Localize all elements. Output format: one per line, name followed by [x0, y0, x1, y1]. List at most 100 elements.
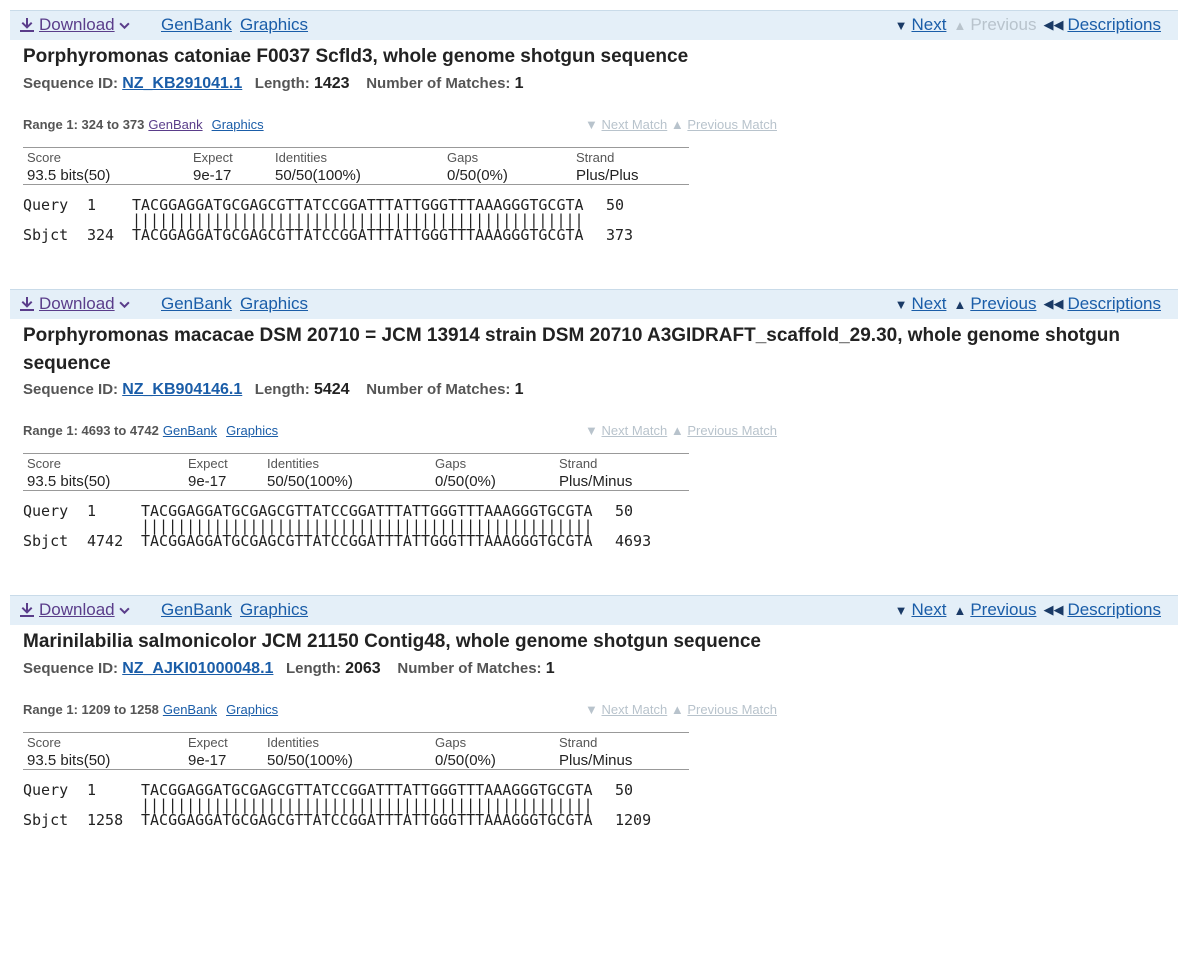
- sbjct-label: Sbjct: [23, 226, 69, 244]
- next-match-link: Next Match: [601, 117, 668, 132]
- previous-link[interactable]: Previous: [970, 294, 1037, 313]
- identities-value: 50/50(100%): [275, 167, 361, 184]
- next-link[interactable]: Next: [911, 294, 947, 313]
- descriptions-link[interactable]: Descriptions: [1067, 15, 1161, 34]
- range-genbank-link[interactable]: GenBank: [148, 117, 203, 132]
- range-header: Range 1: 4693 to 4742 GenBank Graphics: [23, 423, 278, 438]
- strand-value: Plus/Minus: [559, 752, 633, 769]
- previous-hit[interactable]: ▲ Previous: [953, 600, 1036, 620]
- strand-value: Plus/Plus: [576, 167, 639, 184]
- range-genbank-link[interactable]: GenBank: [162, 423, 218, 438]
- previous-match-link: Previous Match: [687, 117, 777, 132]
- back-to-descriptions-icon: ◀◀: [1043, 296, 1064, 311]
- descriptions-hit[interactable]: ◀◀ Descriptions: [1043, 600, 1161, 620]
- genbank-link[interactable]: GenBank: [161, 294, 232, 313]
- length-label: Length:: [254, 381, 310, 398]
- score-value: 93.5 bits(50): [27, 473, 111, 490]
- next-link[interactable]: Next: [911, 15, 947, 34]
- triangle-up-icon: ▲: [670, 117, 684, 132]
- graphics-link[interactable]: Graphics: [240, 15, 309, 34]
- hit-toolbar: Download GenBank Graphics ▼ Next ▲ Previou…: [10, 289, 1178, 319]
- range-graphics-link[interactable]: Graphics: [226, 702, 279, 717]
- genbank-link[interactable]: GenBank: [161, 15, 232, 34]
- strand-value: Plus/Minus: [559, 473, 633, 490]
- query-end: 50: [606, 196, 625, 214]
- sbjct-sequence: TACGGAGGATGCGAGCGTTATCCGGATTTATTGGGTTTAA…: [141, 532, 593, 550]
- triangle-down-icon: ▼: [585, 702, 598, 717]
- expect-value: 9e-17: [188, 473, 227, 490]
- sequence-id-link[interactable]: NZ_AJKI01000048.1: [122, 660, 274, 677]
- back-to-descriptions-icon: ◀◀: [1043, 17, 1064, 32]
- next-hit[interactable]: ▼ Next: [895, 600, 947, 620]
- previous-hit: ▲ Previous: [953, 15, 1036, 35]
- download-link[interactable]: Download: [39, 15, 115, 34]
- download-menu[interactable]: Download: [19, 600, 130, 620]
- download-icon: [19, 296, 35, 312]
- sequence-id-link[interactable]: NZ_KB291041.1: [122, 75, 243, 92]
- chevron-down-icon: [119, 605, 130, 616]
- download-link[interactable]: Download: [39, 600, 115, 619]
- identities-header: Identities: [267, 456, 320, 471]
- alignment: Query 1 TACGGAGGATGCGAGCGTTATCCGGATTTATT…: [23, 781, 651, 979]
- query-label: Query: [23, 781, 69, 799]
- sbjct-sequence: TACGGAGGATGCGAGCGTTATCCGGATTTATTGGGTTTAA…: [141, 811, 593, 829]
- range-graphics-link[interactable]: Graphics: [226, 423, 279, 438]
- graphics-link[interactable]: Graphics: [240, 600, 309, 619]
- query-start: 1: [87, 196, 97, 214]
- query-start: 1: [87, 781, 97, 799]
- next-hit[interactable]: ▼ Next: [895, 15, 947, 35]
- download-icon: [19, 17, 35, 33]
- matches-label: Number of Matches:: [366, 381, 511, 398]
- descriptions-hit[interactable]: ◀◀ Descriptions: [1043, 294, 1161, 314]
- gaps-value: 0/50(0%): [435, 752, 496, 769]
- identities-value: 50/50(100%): [267, 473, 353, 490]
- range-graphics-link[interactable]: Graphics: [211, 117, 264, 132]
- score-header: Score: [27, 150, 61, 165]
- length-label: Length:: [285, 660, 341, 677]
- sbjct-label: Sbjct: [23, 532, 69, 550]
- sequence-info: Sequence ID: NZ_AJKI01000048.1 Length: 2…: [23, 660, 555, 678]
- range-genbank-link[interactable]: GenBank: [162, 702, 218, 717]
- hit-toolbar: Download GenBank Graphics ▼ Next ▲ Previou…: [10, 595, 1178, 625]
- previous-hit[interactable]: ▲ Previous: [953, 294, 1036, 314]
- previous-link[interactable]: Previous: [970, 600, 1037, 619]
- previous-match-link: Previous Match: [687, 423, 777, 438]
- sbjct-label: Sbjct: [23, 811, 69, 829]
- next-link[interactable]: Next: [911, 600, 947, 619]
- triangle-up-icon: ▲: [670, 423, 684, 438]
- strand-header: Strand: [559, 735, 598, 750]
- chevron-down-icon: [119, 299, 130, 310]
- gaps-header: Gaps: [435, 456, 467, 471]
- descriptions-hit[interactable]: ◀◀ Descriptions: [1043, 15, 1161, 35]
- next-hit[interactable]: ▼ Next: [895, 294, 947, 314]
- sbjct-sequence: TACGGAGGATGCGAGCGTTATCCGGATTTATTGGGTTTAA…: [132, 226, 584, 244]
- graphics-link[interactable]: Graphics: [240, 294, 309, 313]
- descriptions-link[interactable]: Descriptions: [1067, 294, 1161, 313]
- length-label: Length:: [254, 75, 310, 92]
- seq-id-label: Sequence ID:: [23, 381, 119, 398]
- triangle-up-icon: ▲: [670, 702, 684, 717]
- download-menu[interactable]: Download: [19, 294, 130, 314]
- sbjct-start: 324: [87, 226, 115, 244]
- score-value: 93.5 bits(50): [27, 167, 111, 184]
- seq-id-label: Sequence ID:: [23, 660, 119, 677]
- expect-header: Expect: [193, 150, 233, 165]
- genbank-link[interactable]: GenBank: [161, 600, 232, 619]
- sbjct-start: 4742: [87, 532, 124, 550]
- sbjct-end: 373: [606, 226, 634, 244]
- download-icon: [19, 602, 35, 618]
- hit-nav: ▼ Next ▲ Previous ◀◀ Descriptions: [895, 15, 1161, 35]
- sbjct-end: 1209: [615, 811, 652, 829]
- download-link[interactable]: Download: [39, 294, 115, 313]
- hit-title: Porphyromonas macacae DSM 20710 = JCM 13…: [23, 325, 1120, 374]
- query-end: 50: [615, 781, 634, 799]
- matches-value: 1: [514, 381, 524, 398]
- gaps-header: Gaps: [447, 150, 479, 165]
- previous-match-link: Previous Match: [687, 702, 777, 717]
- download-menu[interactable]: Download: [19, 15, 130, 35]
- descriptions-link[interactable]: Descriptions: [1067, 600, 1161, 619]
- match-nav: ▼ Next Match ▲ Previous Match: [585, 423, 777, 438]
- previous-link: Previous: [970, 15, 1037, 34]
- matches-label: Number of Matches:: [397, 660, 542, 677]
- sequence-id-link[interactable]: NZ_KB904146.1: [122, 381, 243, 398]
